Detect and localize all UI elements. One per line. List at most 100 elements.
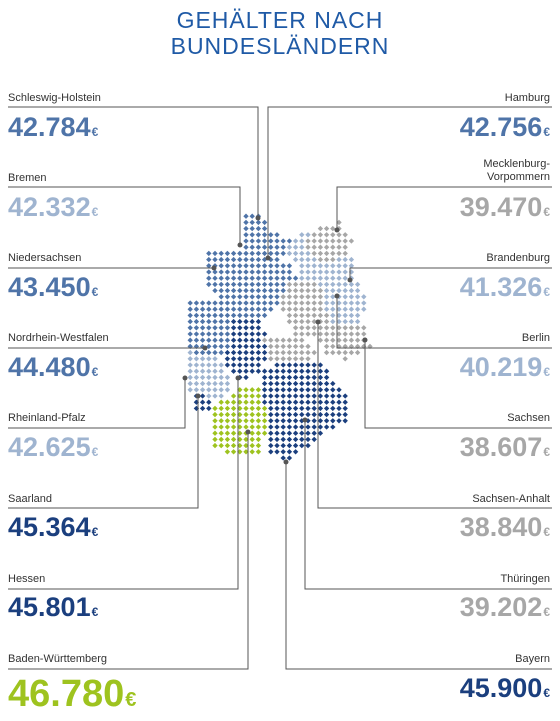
map-dot bbox=[261, 219, 268, 226]
map-dot bbox=[311, 275, 317, 281]
map-dot bbox=[243, 250, 249, 257]
map-dot bbox=[199, 349, 206, 356]
map-dot bbox=[206, 281, 212, 288]
map-dot bbox=[305, 312, 311, 319]
map-dot bbox=[336, 399, 342, 405]
map-dot bbox=[292, 399, 299, 405]
map-dot bbox=[280, 399, 286, 405]
map-dot bbox=[249, 418, 255, 424]
map-dot bbox=[230, 325, 237, 331]
map-dot bbox=[311, 238, 317, 244]
map-dot bbox=[224, 337, 231, 343]
map-dot bbox=[299, 300, 305, 306]
map-dot bbox=[323, 287, 330, 294]
map-dot bbox=[199, 356, 206, 362]
leader-line-brandenburg bbox=[349, 267, 552, 280]
map-dot bbox=[268, 337, 274, 343]
map-dot bbox=[206, 300, 212, 306]
map-dot bbox=[317, 269, 324, 275]
map-dot bbox=[249, 269, 255, 275]
map-dot bbox=[218, 256, 224, 263]
map-dot bbox=[206, 331, 212, 337]
map-dot bbox=[212, 411, 218, 418]
map-dot bbox=[261, 374, 268, 381]
map-dot bbox=[330, 411, 336, 418]
map-dot bbox=[249, 393, 255, 399]
map-dot bbox=[286, 405, 293, 412]
map-dot bbox=[305, 331, 311, 337]
map-dot bbox=[317, 362, 324, 368]
map-dot bbox=[286, 368, 293, 374]
map-dot bbox=[249, 306, 255, 312]
map-dot bbox=[224, 294, 231, 300]
map-dot bbox=[286, 430, 293, 436]
map-dot bbox=[311, 331, 317, 337]
map-dot bbox=[323, 399, 330, 405]
map-dot bbox=[255, 287, 262, 294]
map-dot bbox=[199, 368, 206, 374]
map-dot bbox=[305, 374, 311, 381]
map-dot bbox=[292, 362, 299, 368]
map-dot bbox=[255, 430, 262, 436]
map-dot bbox=[292, 368, 299, 374]
map-dot bbox=[292, 331, 299, 337]
map-dot bbox=[243, 405, 249, 412]
map-dot bbox=[230, 393, 237, 399]
map-dot bbox=[193, 300, 200, 306]
map-dot bbox=[261, 368, 268, 374]
map-dot bbox=[218, 337, 224, 343]
map-dot bbox=[237, 281, 243, 288]
map-dot bbox=[261, 269, 268, 275]
map-dot bbox=[323, 337, 330, 343]
map-dot bbox=[311, 349, 317, 356]
map-dot bbox=[299, 380, 305, 387]
map-dot bbox=[280, 337, 286, 343]
map-dot bbox=[299, 325, 305, 331]
map-dot bbox=[268, 306, 274, 312]
leader-line-rheinland-pfalz bbox=[8, 378, 186, 429]
map-dot bbox=[237, 263, 243, 269]
map-dot bbox=[255, 337, 262, 343]
map-dot bbox=[348, 263, 355, 269]
map-dot bbox=[218, 343, 224, 350]
map-dot bbox=[311, 318, 317, 325]
map-dot bbox=[243, 275, 249, 281]
state-label-hessen: Hessen bbox=[8, 573, 46, 585]
map-dot bbox=[261, 387, 268, 393]
map-dot bbox=[268, 430, 274, 436]
map-dot bbox=[224, 411, 231, 418]
map-dot bbox=[243, 393, 249, 399]
map-dot bbox=[323, 312, 330, 319]
state-value-rheinland-pfalz: 42.625€ bbox=[8, 432, 99, 462]
map-dot bbox=[280, 442, 286, 449]
map-dot bbox=[243, 238, 249, 244]
map-dot bbox=[268, 399, 274, 405]
map-dot bbox=[336, 281, 342, 288]
map-dot bbox=[249, 213, 255, 219]
map-dot bbox=[342, 312, 348, 319]
map-dot bbox=[305, 387, 311, 393]
map-dot bbox=[336, 269, 342, 275]
map-dot bbox=[305, 306, 311, 312]
map-dot bbox=[292, 250, 299, 257]
map-dot bbox=[243, 281, 249, 288]
map-dot bbox=[255, 225, 262, 232]
map-dot bbox=[249, 442, 255, 449]
map-dot bbox=[230, 331, 237, 337]
map-dot bbox=[354, 281, 361, 288]
map-dot bbox=[330, 269, 336, 275]
map-dot bbox=[342, 275, 348, 281]
map-dot bbox=[336, 263, 342, 269]
map-dot bbox=[224, 424, 231, 430]
map-dot bbox=[317, 263, 324, 269]
map-dot bbox=[336, 387, 342, 393]
map-dot bbox=[311, 436, 317, 443]
map-dot bbox=[348, 325, 355, 331]
map-dot bbox=[212, 442, 218, 449]
map-dot bbox=[212, 331, 218, 337]
map-dot bbox=[193, 362, 200, 368]
map-dot bbox=[292, 244, 299, 250]
map-dot bbox=[348, 349, 355, 356]
map-dot bbox=[243, 356, 249, 362]
map-dot bbox=[237, 368, 243, 374]
